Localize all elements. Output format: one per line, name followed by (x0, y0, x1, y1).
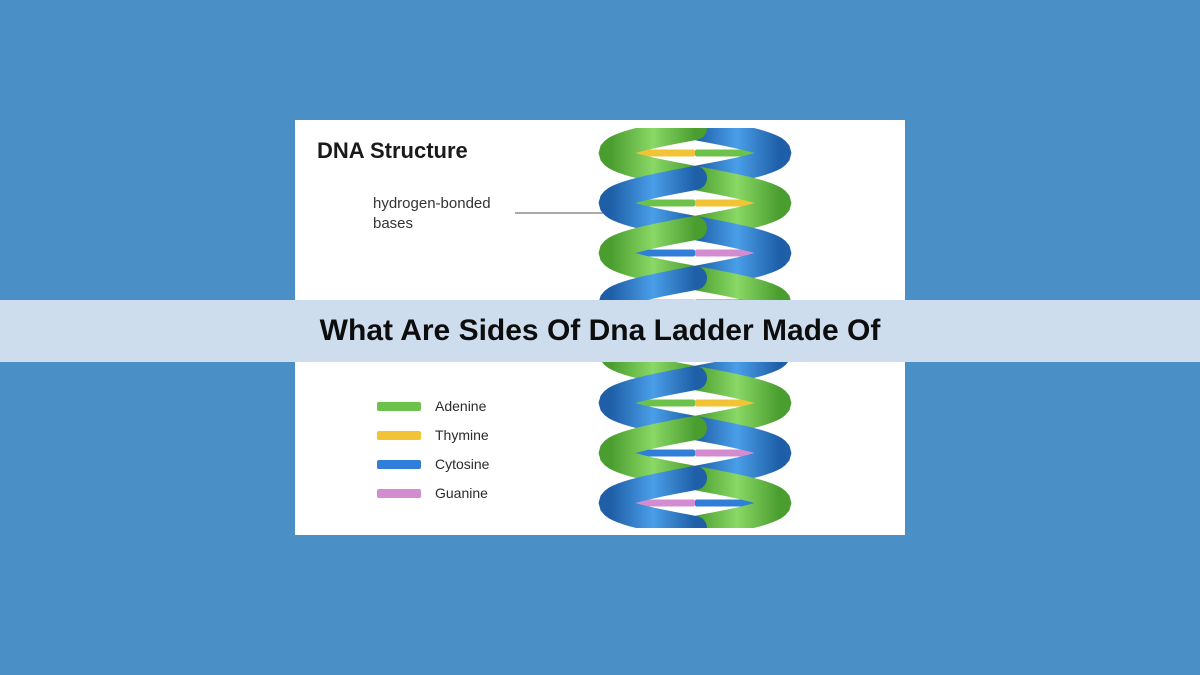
swatch-thymine (377, 431, 421, 440)
swatch-adenine (377, 402, 421, 411)
swatch-cytosine (377, 460, 421, 469)
title-banner: What Are Sides Of Dna Ladder Made Of (0, 300, 1200, 362)
legend-label: Thymine (435, 427, 489, 443)
diagram-title: DNA Structure (317, 138, 468, 164)
legend-label: Cytosine (435, 456, 489, 472)
legend-item-adenine: Adenine (377, 398, 489, 414)
legend-item-thymine: Thymine (377, 427, 489, 443)
legend-item-cytosine: Cytosine (377, 456, 489, 472)
swatch-guanine (377, 489, 421, 498)
legend-label: Guanine (435, 485, 488, 501)
legend-item-guanine: Guanine (377, 485, 489, 501)
banner-text: What Are Sides Of Dna Ladder Made Of (320, 314, 881, 348)
legend: Adenine Thymine Cytosine Guanine (377, 398, 489, 514)
legend-label: Adenine (435, 398, 486, 414)
label-hydrogen-bonded: hydrogen-bonded bases (373, 194, 491, 233)
